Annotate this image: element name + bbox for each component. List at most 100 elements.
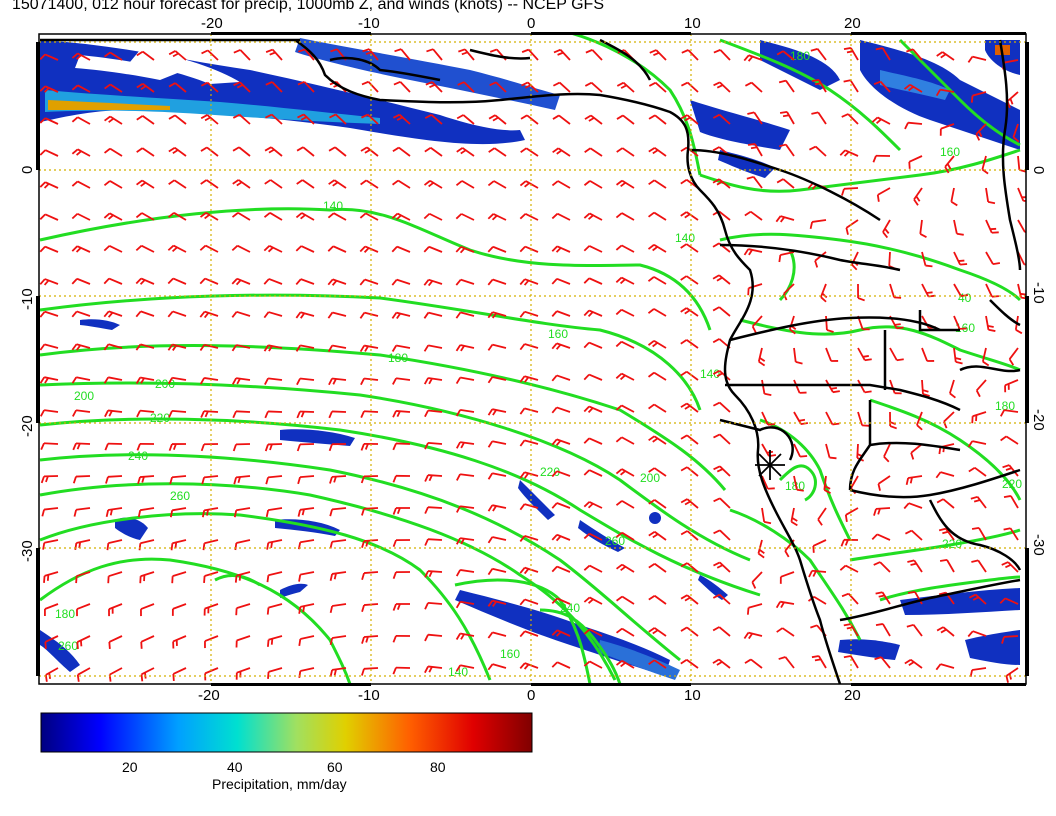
- wind-barb: [713, 81, 731, 93]
- wind-barb: [825, 411, 840, 426]
- contour-label: 200: [640, 471, 660, 485]
- wind-barb: [747, 111, 763, 125]
- wind-barb: [359, 245, 379, 253]
- wind-barb: [519, 213, 539, 221]
- wind-barb: [519, 278, 539, 286]
- wind-barb: [361, 507, 379, 516]
- lon-label-bottom: 20: [844, 687, 861, 704]
- wind-barb: [71, 148, 91, 157]
- wind-barb: [392, 539, 411, 548]
- wind-barb: [904, 658, 923, 669]
- wind-barb: [844, 507, 859, 522]
- lon-label-bottom: 10: [684, 687, 701, 704]
- contour-label: 260: [170, 489, 190, 503]
- wind-barb: [39, 85, 59, 93]
- wind-barb: [423, 377, 443, 385]
- wind-barb: [71, 84, 91, 93]
- precip-colorbar: [40, 712, 533, 753]
- wind-barb: [44, 667, 59, 682]
- wind-barb: [1003, 527, 1019, 541]
- wind-barb: [108, 667, 123, 682]
- wind-barb: [72, 475, 91, 484]
- wind-barb: [680, 114, 699, 125]
- wind-barb: [713, 433, 731, 445]
- wind-barb: [647, 276, 667, 285]
- wind-barb: [139, 571, 155, 584]
- wind-barb: [817, 507, 827, 526]
- wind-barb: [329, 507, 347, 517]
- wind-barb: [615, 340, 635, 349]
- wind-barb: [808, 569, 827, 578]
- wind-barb: [841, 592, 859, 605]
- wind-barb: [298, 48, 315, 61]
- wind-barb: [360, 377, 379, 386]
- wind-barb: [615, 372, 635, 381]
- wind-barb: [393, 81, 411, 93]
- wind-barb: [873, 507, 891, 516]
- wind-barb: [455, 278, 475, 286]
- wind-barb: [140, 635, 155, 649]
- wind-barb: [424, 665, 443, 674]
- wind-barb: [71, 245, 91, 253]
- wind-barb: [747, 283, 763, 296]
- map-title: 15071400, 012 hour forecast for precip, …: [12, 0, 604, 13]
- wind-barb: [135, 212, 155, 221]
- wind-barb: [295, 212, 315, 221]
- wind-barb: [936, 498, 955, 509]
- wind-barb: [935, 663, 955, 671]
- wind-barb: [264, 179, 283, 189]
- wind-barb: [843, 655, 859, 669]
- wind-barb: [392, 146, 411, 157]
- wind-barb: [328, 179, 347, 189]
- wind-barb: [1003, 495, 1019, 509]
- wind-barb: [424, 601, 443, 610]
- wind-barb: [809, 219, 827, 229]
- wind-barb: [360, 410, 379, 419]
- wind-barb: [169, 475, 187, 485]
- wind-barb: [746, 175, 763, 189]
- wind-barb: [953, 251, 968, 266]
- wind-barb: [136, 409, 155, 418]
- wind-barb: [104, 409, 123, 418]
- wind-barb: [552, 81, 571, 93]
- wind-barb: [487, 663, 507, 671]
- wind-barb: [680, 243, 699, 253]
- wind-barb: [39, 53, 59, 61]
- wind-barb: [297, 539, 315, 550]
- contour-label: 180: [55, 607, 75, 621]
- wind-barb: [168, 179, 187, 189]
- wind-barb: [456, 114, 475, 125]
- wind-barb: [712, 401, 731, 413]
- station-marker-icon: [755, 450, 785, 480]
- wind-barb: [583, 309, 603, 317]
- wind-barb: [820, 283, 828, 303]
- wind-barb: [519, 503, 539, 511]
- wind-barb: [136, 147, 155, 157]
- wind-barb: [424, 146, 443, 157]
- wind-barb: [921, 283, 936, 298]
- wind-barb: [39, 181, 59, 189]
- wind-barb: [921, 251, 933, 268]
- wind-barb: [423, 245, 443, 253]
- wind-barb: [361, 80, 379, 93]
- lat-label-left: -30: [19, 540, 36, 562]
- wind-barb: [616, 81, 635, 93]
- wind-barb: [44, 635, 59, 650]
- wind-barb: [455, 213, 475, 221]
- wind-barb: [615, 531, 635, 541]
- wind-barb: [487, 408, 507, 416]
- wind-barb: [71, 277, 91, 285]
- wind-barb: [103, 180, 123, 189]
- wind-barb: [423, 278, 443, 287]
- wind-barb: [950, 187, 958, 207]
- contour-label: 260: [605, 534, 625, 548]
- wind-barb: [648, 627, 667, 637]
- colorbar-tick: 20: [122, 759, 138, 775]
- wind-barb: [265, 48, 283, 61]
- wind-barb: [297, 475, 315, 485]
- wind-barb: [200, 179, 219, 189]
- wind-barb: [761, 475, 775, 490]
- wind-barb: [200, 410, 219, 418]
- wind-barb: [851, 251, 859, 271]
- wind-barb: [487, 440, 507, 448]
